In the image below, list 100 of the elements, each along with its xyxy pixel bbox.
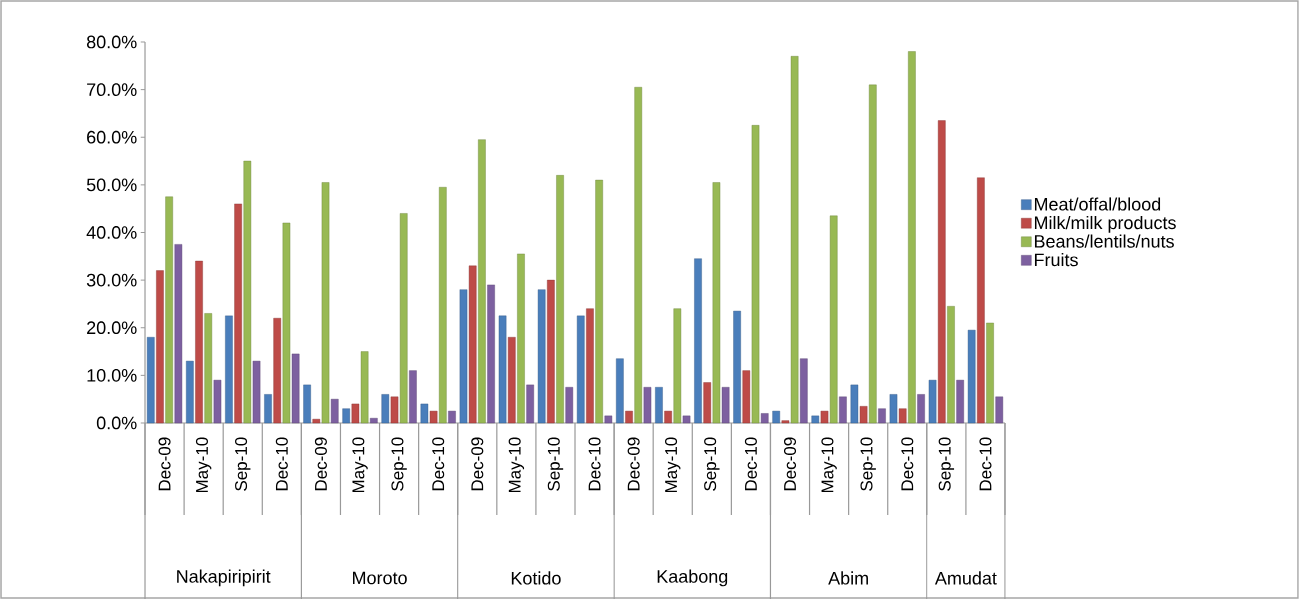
- bar: [703, 382, 712, 424]
- x-tick-label: Sep-10: [704, 437, 720, 491]
- legend-label: Beans/lentils/nuts: [1034, 234, 1174, 248]
- bar: [751, 125, 760, 424]
- bar: [712, 182, 721, 424]
- x-tick-label: Dec-10: [588, 437, 601, 491]
- bar: [967, 329, 976, 424]
- bar: [174, 244, 183, 424]
- bar: [829, 215, 838, 424]
- y-tick-label: 10.0%: [87, 368, 137, 382]
- text: Kotido: [511, 571, 561, 585]
- bar: [547, 279, 555, 424]
- x-tick-label: Dec-09: [471, 437, 484, 491]
- text: Amudat: [934, 571, 997, 585]
- bar: [234, 203, 242, 424]
- bar: [664, 410, 672, 424]
- bar: [204, 313, 213, 424]
- y-tick-label: 80.0%: [86, 35, 137, 49]
- bar: [537, 289, 546, 424]
- bar: [273, 318, 282, 424]
- bar: [390, 396, 399, 424]
- bar: [303, 384, 311, 424]
- bar: [381, 394, 390, 424]
- bar: [225, 315, 233, 424]
- text: Kaabong: [657, 569, 728, 587]
- x-tick-label: Dec-09: [783, 437, 797, 491]
- bar: [291, 353, 300, 424]
- bar: [507, 337, 516, 424]
- bar: [213, 379, 222, 424]
- bar: [576, 315, 585, 424]
- bar: [330, 398, 339, 424]
- x-tick-label: Sep-10: [235, 437, 251, 491]
- bar: [517, 253, 525, 424]
- bar: [643, 387, 652, 424]
- text: Abim: [828, 571, 868, 585]
- x-tick-label: May-10: [821, 437, 837, 493]
- bar: [595, 179, 603, 424]
- bar: [868, 84, 877, 424]
- text: Moroto: [353, 571, 407, 585]
- bar: [742, 370, 751, 424]
- bar: [565, 387, 574, 424]
- bar: [811, 415, 820, 424]
- y-tick-label: 40.0%: [86, 226, 137, 239]
- bar: [772, 410, 780, 424]
- bar: [459, 289, 468, 424]
- bar: [264, 394, 272, 424]
- y-tick-label: 60.0%: [87, 130, 137, 144]
- bar: [429, 410, 438, 424]
- bar: [409, 370, 417, 424]
- bar: [420, 403, 429, 424]
- bar: [351, 403, 360, 424]
- bar: [438, 187, 447, 424]
- x-tick-label: Dec-10: [432, 437, 445, 491]
- bar: [937, 120, 946, 424]
- bar: [917, 394, 925, 424]
- bar: [526, 384, 534, 424]
- bar: [820, 410, 829, 424]
- text: Nakapiripirit: [177, 569, 271, 587]
- x-tick-label: Dec-10: [275, 437, 288, 491]
- x-tick-label: May-10: [352, 437, 368, 493]
- legend-label: Meat/offal/blood: [1034, 197, 1161, 211]
- bar: [898, 408, 907, 424]
- bar: [616, 358, 624, 424]
- bar: [195, 260, 203, 424]
- bar: [839, 396, 847, 424]
- x-tick-label: Dec-09: [158, 437, 171, 491]
- bar: [468, 265, 477, 424]
- bar: [342, 408, 351, 424]
- x-tick-label: Dec-09: [314, 437, 327, 491]
- bar: [878, 408, 886, 424]
- bar: [370, 418, 378, 424]
- bar: [586, 308, 594, 424]
- x-tick-label: Sep-10: [391, 437, 407, 491]
- bar: [977, 177, 985, 424]
- bar: [186, 360, 194, 424]
- bar: [995, 396, 1004, 424]
- y-tick-label: 30.0%: [86, 273, 137, 287]
- bar: [781, 420, 790, 424]
- bar: [850, 384, 859, 424]
- bar: [556, 175, 564, 424]
- bar: [682, 415, 691, 424]
- y-tick-label: 20.0%: [87, 321, 137, 335]
- bar: [760, 413, 769, 424]
- bar: [625, 410, 633, 424]
- bar: [252, 360, 261, 424]
- x-tick-label: Sep-10: [938, 437, 955, 491]
- bar: [399, 213, 408, 424]
- bar: [634, 87, 643, 424]
- bar: [928, 379, 937, 424]
- bar: [156, 270, 164, 424]
- x-tick-label: May-10: [195, 437, 212, 493]
- y-tick-label: 70.0%: [87, 83, 137, 96]
- bar: [487, 284, 495, 424]
- bar: [165, 196, 173, 424]
- bar: [956, 379, 964, 424]
- bar: [448, 410, 456, 424]
- bar: [721, 387, 730, 424]
- bar: [282, 222, 291, 424]
- bar: [146, 337, 155, 424]
- x-tick-label: Dec-09: [627, 437, 640, 491]
